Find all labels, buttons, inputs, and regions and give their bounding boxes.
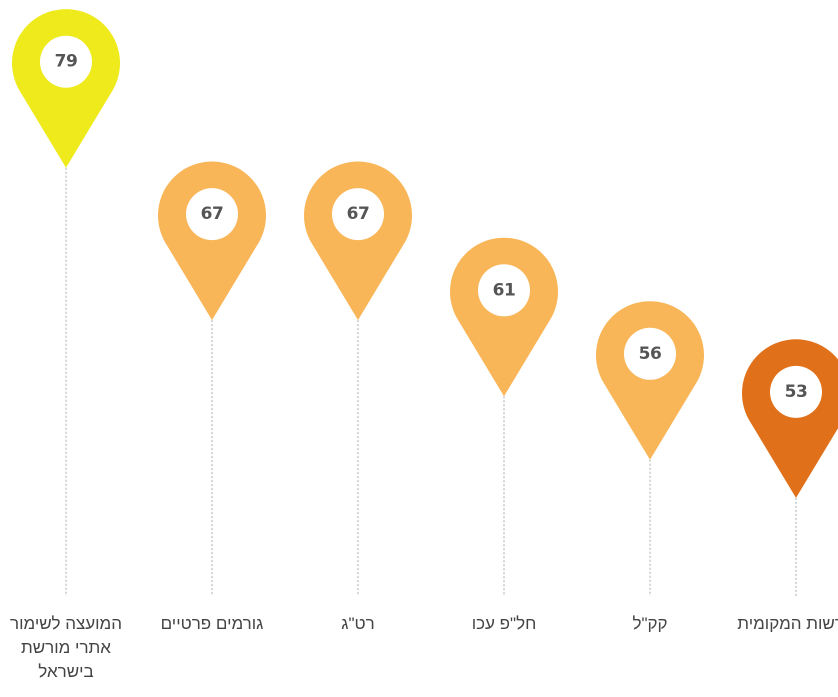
pin <box>12 9 120 168</box>
pin <box>742 339 838 498</box>
value-label: 61 <box>493 280 516 300</box>
value-label: 56 <box>639 344 662 364</box>
pin <box>596 301 704 460</box>
category-label: המועצה לשימור אתרי מורשת בישראל <box>9 614 123 681</box>
category-label: קק"ל <box>632 614 668 633</box>
pin-hole <box>186 188 238 241</box>
value-label: 79 <box>55 52 78 72</box>
pin <box>304 161 412 321</box>
pin <box>157 161 267 321</box>
pin-hole <box>624 327 676 380</box>
value-label: 67 <box>347 204 370 224</box>
pin-hole <box>478 264 530 317</box>
pin-hole <box>332 188 384 241</box>
value-label: 53 <box>785 382 808 402</box>
pin <box>450 237 558 397</box>
category-label: גורמים פרטיים <box>160 614 264 633</box>
category-label: חל"פ עכו <box>471 614 537 633</box>
category-label: רט"ג <box>341 614 375 633</box>
category-label: הרשות המקומית <box>737 614 838 633</box>
pin-hole <box>40 35 92 88</box>
value-label: 67 <box>201 204 224 224</box>
pin-hole <box>770 365 822 418</box>
